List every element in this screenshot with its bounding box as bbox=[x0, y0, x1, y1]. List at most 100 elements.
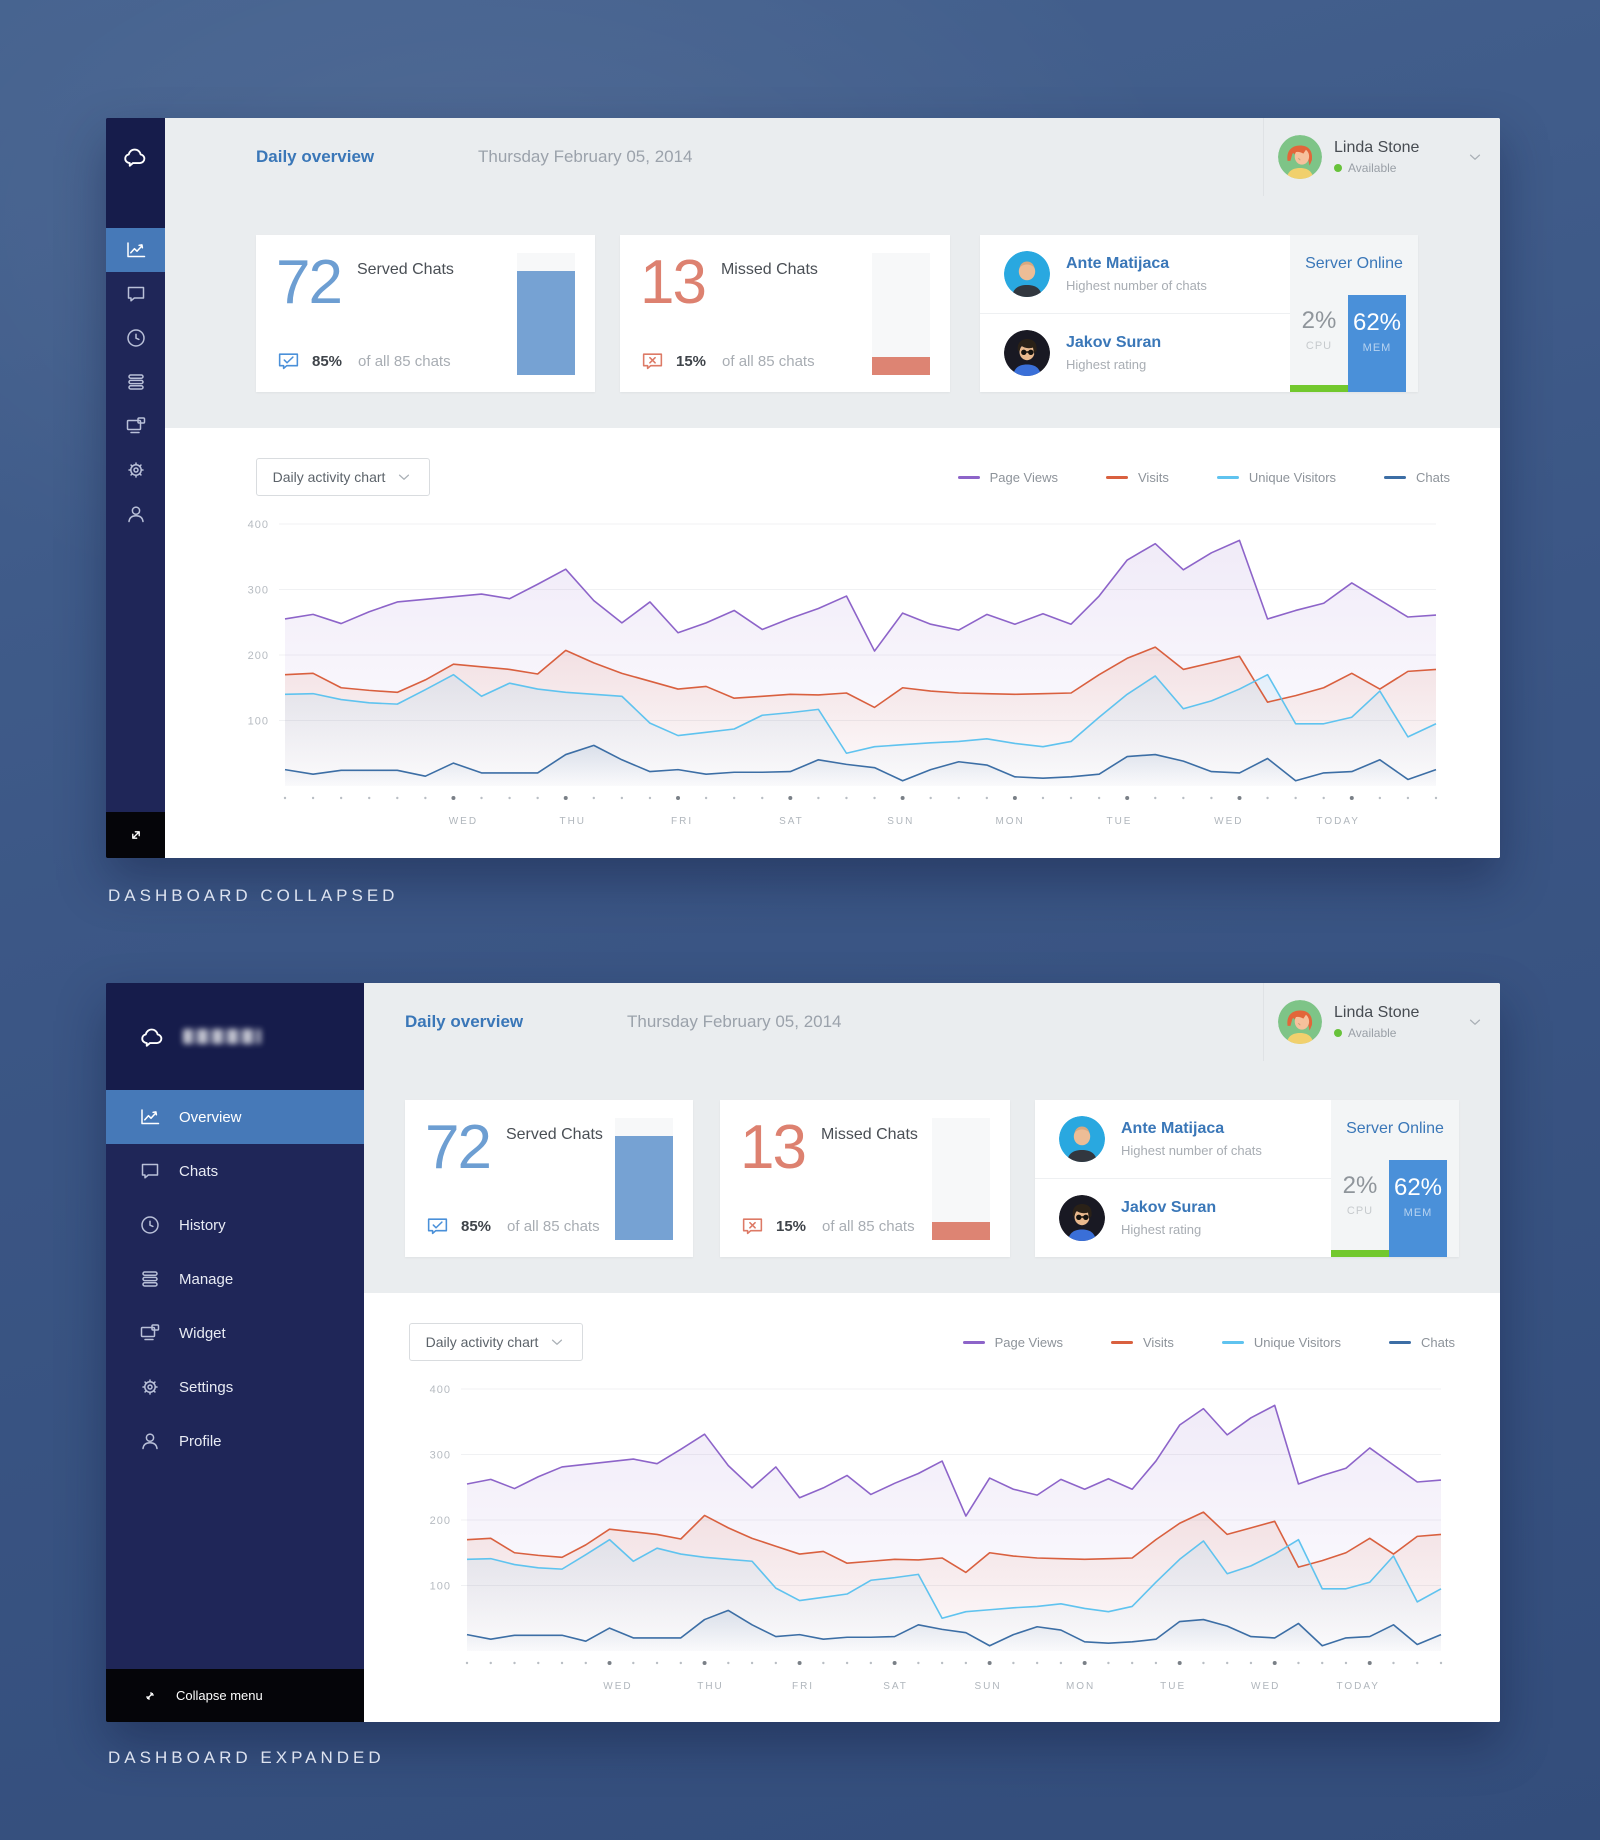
svg-text:WED: WED bbox=[1251, 1681, 1280, 1692]
chart-type-dropdown[interactable]: Daily activity chart bbox=[409, 1323, 583, 1361]
agent-avatar bbox=[1059, 1195, 1105, 1241]
dashboard-panel-expanded: Overview Chats History Manage Widget Set… bbox=[106, 983, 1500, 1722]
legend-dash bbox=[1221, 1340, 1244, 1344]
server-status-label: Server Online bbox=[1305, 255, 1403, 272]
clock-icon bbox=[138, 1213, 162, 1237]
served-chats-value: 72 bbox=[425, 1113, 492, 1182]
user-status: Available bbox=[1334, 1026, 1419, 1040]
served-chats-bar bbox=[615, 1118, 673, 1240]
svg-text:300: 300 bbox=[430, 1450, 451, 1462]
caption-expanded: DASHBOARD EXPANDED bbox=[108, 1748, 385, 1767]
missed-chats-value: 13 bbox=[640, 248, 707, 317]
agent-avatar bbox=[1004, 330, 1050, 376]
sidebar-item-manage[interactable]: Manage bbox=[106, 1252, 364, 1306]
svg-text:MON: MON bbox=[995, 816, 1024, 827]
svg-text:TODAY: TODAY bbox=[1336, 1681, 1380, 1692]
agent-name-link[interactable]: Jakov Suran bbox=[1066, 334, 1162, 351]
stacked-list-icon bbox=[138, 1267, 162, 1291]
legend-visits[interactable]: Visits bbox=[1106, 470, 1169, 485]
server-status-panel: Server Online 2% CPU 62% MEM bbox=[1290, 235, 1418, 392]
agent-avatar bbox=[1004, 251, 1050, 297]
svg-text:300: 300 bbox=[248, 585, 269, 597]
memory-label: MEM bbox=[1403, 1206, 1433, 1219]
overview-chart-icon bbox=[124, 238, 148, 262]
sidebar-item-manage[interactable] bbox=[106, 360, 165, 404]
legend-page-views[interactable]: Page Views bbox=[957, 470, 1058, 485]
served-chats-bar bbox=[517, 253, 575, 375]
sidebar-item-widget[interactable] bbox=[106, 404, 165, 448]
legend-unique-visitors[interactable]: Unique Visitors bbox=[1216, 470, 1336, 485]
user-avatar bbox=[1278, 135, 1322, 179]
missed-chats-label: Missed Chats bbox=[720, 261, 818, 278]
missed-chats-card: 13 Missed Chats 15% of all 85 chats bbox=[620, 235, 950, 392]
server-panel: Ante Matijaca Highest number of chats Ja… bbox=[1035, 1100, 1459, 1257]
dashboard-panel-collapsed: Daily overview Thursday February 05, 201… bbox=[106, 118, 1500, 858]
svg-text:WED: WED bbox=[603, 1681, 632, 1692]
chevron-down-icon bbox=[548, 1333, 566, 1351]
user-status: Available bbox=[1334, 161, 1419, 175]
served-chats-card: 72 Served Chats 85% of all 85 chats bbox=[256, 235, 595, 392]
cpu-value: 2% bbox=[1342, 1172, 1378, 1199]
sidebar-item-overview[interactable]: Overview bbox=[106, 1090, 364, 1144]
svg-text:WED: WED bbox=[449, 816, 478, 827]
app-logo[interactable] bbox=[106, 983, 364, 1090]
agent-name-link[interactable]: Jakov Suran bbox=[1121, 1199, 1217, 1216]
topbar: Daily overview Thursday February 05, 201… bbox=[364, 983, 1500, 1061]
svg-text:SUN: SUN bbox=[887, 816, 914, 827]
chat-bubble-icon bbox=[138, 1159, 162, 1183]
sidebar-item-widget[interactable]: Widget bbox=[106, 1306, 364, 1360]
user-meta: Linda Stone Available bbox=[1334, 1004, 1419, 1040]
current-date: Thursday February 05, 2014 bbox=[478, 147, 693, 166]
svg-text:FRI: FRI bbox=[671, 816, 693, 827]
cpu-label: CPU bbox=[1346, 1205, 1374, 1217]
user-menu[interactable]: Linda Stone Available bbox=[1263, 983, 1500, 1061]
agent-name-link[interactable]: Ante Matijaca bbox=[1121, 1120, 1225, 1137]
cpu-usage-bar bbox=[1331, 1250, 1389, 1257]
collapse-menu-button[interactable]: Collapse menu bbox=[106, 1669, 364, 1722]
sidebar-item-history[interactable] bbox=[106, 316, 165, 360]
sidebar-item-settings[interactable] bbox=[106, 448, 165, 492]
status-dot bbox=[1334, 164, 1342, 172]
sidebar-item-chats[interactable] bbox=[106, 272, 165, 316]
sidebar-item-overview[interactable] bbox=[106, 228, 165, 272]
agent-avatar bbox=[1059, 1116, 1105, 1162]
sidebar-spacer bbox=[106, 536, 165, 812]
legend-unique-visitors[interactable]: Unique Visitors bbox=[1221, 1335, 1341, 1350]
agent-name-link[interactable]: Ante Matijaca bbox=[1066, 255, 1170, 272]
collapse-arrows-icon bbox=[140, 1686, 160, 1706]
sidebar-item-history[interactable]: History bbox=[106, 1198, 364, 1252]
sidebar-item-profile[interactable] bbox=[106, 492, 165, 536]
cpu-value: 2% bbox=[1301, 307, 1337, 334]
user-menu[interactable]: Linda Stone Available bbox=[1263, 118, 1500, 196]
main-content: Daily overview Thursday February 05, 201… bbox=[364, 983, 1500, 1722]
svg-text:THU: THU bbox=[559, 816, 586, 827]
legend-chats[interactable]: Chats bbox=[1389, 1335, 1455, 1350]
sidebar-item-profile[interactable]: Profile bbox=[106, 1414, 364, 1468]
daily-activity-chart: 100 200 300 400 WED THU FRI SAT SUN MON TUE WED TODA… bbox=[248, 519, 1438, 827]
missed-chats-note: 15% of all 85 chats bbox=[640, 349, 815, 374]
svg-text:200: 200 bbox=[248, 650, 269, 662]
topbar: Daily overview Thursday February 05, 201… bbox=[165, 118, 1500, 196]
svg-text:FRI: FRI bbox=[792, 1681, 814, 1692]
brand-name-redacted bbox=[183, 1029, 261, 1044]
sidebar-item-settings[interactable]: Settings bbox=[106, 1360, 364, 1414]
svg-text:TUE: TUE bbox=[1106, 816, 1132, 827]
memory-usage-bar: 62% MEM bbox=[1348, 294, 1406, 392]
chart-section: Daily activity chart Page Views Visits U… bbox=[165, 428, 1500, 858]
memory-label: MEM bbox=[1362, 341, 1392, 354]
sidebar-item-chats[interactable]: Chats bbox=[106, 1144, 364, 1198]
legend-page-views[interactable]: Page Views bbox=[962, 1335, 1063, 1350]
server-status-panel: Server Online 2% CPU 62% MEM bbox=[1331, 1100, 1459, 1257]
svg-text:THU: THU bbox=[697, 1681, 724, 1692]
user-name: Linda Stone bbox=[1334, 1004, 1420, 1021]
legend-dash bbox=[957, 475, 980, 479]
chart-type-dropdown[interactable]: Daily activity chart bbox=[256, 458, 430, 496]
legend-dash bbox=[1389, 1340, 1412, 1344]
legend-visits[interactable]: Visits bbox=[1111, 1335, 1174, 1350]
expand-menu-button[interactable] bbox=[106, 812, 165, 858]
chat-x-icon bbox=[640, 349, 665, 374]
legend-chats[interactable]: Chats bbox=[1384, 470, 1450, 485]
app-logo[interactable] bbox=[106, 118, 165, 228]
chart-header: Daily activity chart Page Views Visits U… bbox=[227, 458, 1450, 496]
svg-text:TODAY: TODAY bbox=[1316, 816, 1360, 827]
